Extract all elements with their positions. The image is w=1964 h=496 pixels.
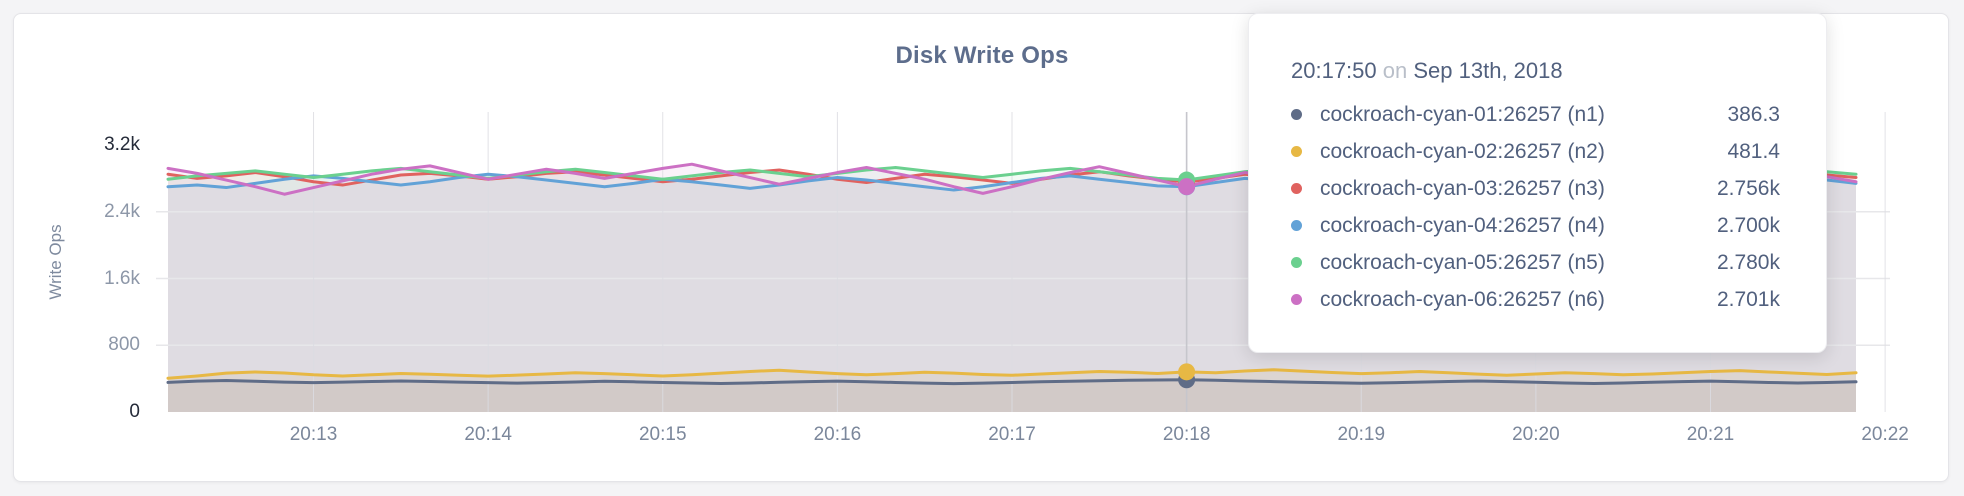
hover-tooltip: 20:17:50 on Sep 13th, 2018 cockroach-cya… [1248,13,1827,353]
y-axis-tick-label: 3.2k [104,134,140,155]
x-axis-tick-label: 20:16 [813,424,862,445]
series-name: cockroach-cyan-04:26257 (n4) [1320,213,1605,237]
series-name: cockroach-cyan-06:26257 (n6) [1320,287,1605,311]
y-axis-tick-label: 800 [108,334,140,356]
series-color-dot [1291,183,1302,194]
tooltip-row: cockroach-cyan-02:26257 (n2) 481.4 [1291,133,1780,170]
x-axis-tick-label: 20:15 [638,424,687,445]
x-axis-tick-label: 20:17 [988,424,1036,445]
tooltip-row: cockroach-cyan-05:26257 (n5) 2.780k [1291,244,1780,281]
series-value: 2.700k [1716,213,1780,237]
x-axis-tick-label: 20:21 [1686,424,1735,445]
x-axis-tick-label: 20:20 [1512,424,1560,445]
series-color-dot [1291,109,1302,120]
series-color-dot [1291,220,1302,231]
tooltip-row: cockroach-cyan-04:26257 (n4) 2.700k [1291,207,1780,244]
tooltip-row: cockroach-cyan-06:26257 (n6) 2.701k [1291,281,1780,318]
series-value: 2.780k [1716,250,1780,274]
y-axis-tick-label: 2.4k [104,200,140,222]
tooltip-header: 20:17:50 on Sep 13th, 2018 [1291,56,1780,86]
y-axis-tick-label: 1.6k [104,267,140,289]
series-name: cockroach-cyan-05:26257 (n5) [1320,250,1605,274]
y-axis-tick-label: 0 [129,401,140,422]
series-value: 2.701k [1716,287,1780,311]
tooltip-time: 20:17:50 [1291,58,1377,83]
series-color-dot [1291,294,1302,305]
series-value: 2.756k [1716,176,1780,200]
tooltip-date: Sep 13th, 2018 [1413,58,1563,83]
x-axis-tick-label: 20:19 [1337,424,1386,445]
series-line-n1 [166,378,1858,386]
series-color-dot [1291,146,1302,157]
x-axis-tick-label: 20:14 [464,424,512,445]
series-value: 386.3 [1727,102,1780,126]
series-name: cockroach-cyan-02:26257 (n2) [1320,139,1605,163]
x-axis-tick-label: 20:18 [1162,424,1211,445]
tooltip-row: cockroach-cyan-03:26257 (n3) 2.756k [1291,170,1780,207]
hover-dot-n2 [1178,363,1196,381]
chart-title: Disk Write Ops [895,42,1069,69]
series-value: 481.4 [1727,139,1780,163]
tooltip-series-list: cockroach-cyan-01:26257 (n1) 386.3 cockroa… [1291,96,1780,318]
series-line-n2 [166,368,1858,380]
series-color-dot [1291,257,1302,268]
x-axis-tick-label: 20:13 [289,424,338,445]
x-axis-tick-label: 20:22 [1861,424,1909,445]
hover-dot-n6 [1178,178,1196,196]
series-name: cockroach-cyan-03:26257 (n3) [1320,176,1605,200]
tooltip-row: cockroach-cyan-01:26257 (n1) 386.3 [1291,96,1780,133]
tooltip-on-label: on [1382,58,1408,83]
series-name: cockroach-cyan-01:26257 (n1) [1320,102,1605,126]
